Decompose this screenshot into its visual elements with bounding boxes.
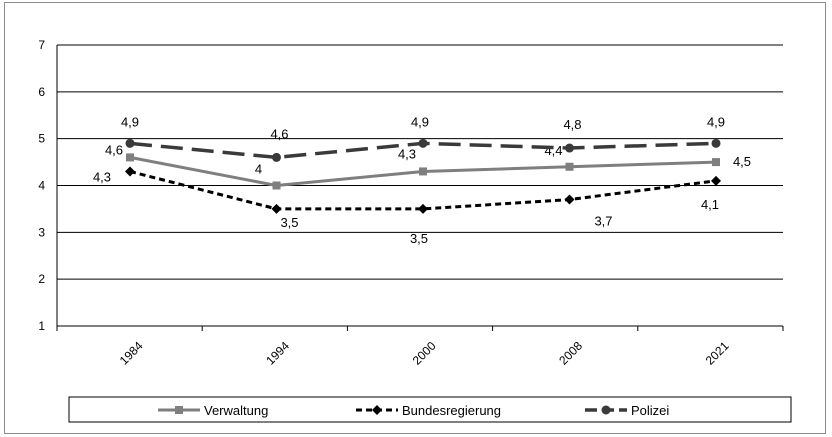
- legend-marker-polizei: [601, 405, 611, 415]
- data-label-polizei-2021: 4,9: [707, 114, 725, 129]
- data-label-bundesregierung-2008: 3,7: [594, 214, 612, 229]
- point-verwaltung-2021: [712, 158, 720, 167]
- legend-label-bundesregierung: Bundesregierung: [402, 403, 501, 418]
- data-label-verwaltung-2008: 4,4: [544, 143, 562, 158]
- point-polizei-1994: [272, 152, 281, 162]
- point-bundesregierung-1984: [125, 166, 135, 177]
- y-tick-label-3: 3: [38, 225, 45, 239]
- y-tick-label-4: 4: [38, 179, 45, 193]
- point-bundesregierung-2000: [418, 203, 428, 214]
- data-label-verwaltung-2021: 4,5: [733, 154, 751, 169]
- series-line-bundesregierung: [129, 169, 717, 211]
- data-label-bundesregierung-1984: 4,3: [93, 169, 111, 184]
- point-polizei-2008: [565, 143, 574, 153]
- legend-marker-verwaltung: [175, 406, 183, 414]
- point-bundesregierung-1994: [271, 203, 282, 214]
- point-polizei-2021: [711, 138, 721, 148]
- chart-frame: [4, 2, 826, 434]
- x-tick-label-2008: 2008: [556, 339, 585, 368]
- point-polizei-1984: [125, 138, 135, 148]
- point-verwaltung-2000: [419, 167, 427, 176]
- x-tick-label-2021: 2021: [703, 339, 732, 368]
- point-verwaltung-1984: [126, 153, 134, 162]
- data-label-verwaltung-1994: 4: [255, 162, 262, 177]
- data-label-bundesregierung-2021: 4,1: [701, 197, 719, 212]
- y-tick-label-2: 2: [38, 272, 45, 286]
- y-tick-label-6: 6: [38, 85, 45, 99]
- y-tick-label-7: 7: [38, 38, 45, 52]
- legend-label-polizei: Polizei: [631, 403, 669, 418]
- data-label-bundesregierung-2000: 3,5: [410, 231, 428, 246]
- data-label-bundesregierung-1994: 3,5: [280, 215, 298, 230]
- data-label-verwaltung-2000: 4,3: [398, 146, 416, 161]
- y-tick-label-1: 1: [38, 319, 45, 333]
- data-label-verwaltung-1984: 4,6: [105, 142, 123, 157]
- legend-label-verwaltung: Verwaltung: [204, 403, 268, 418]
- point-verwaltung-1994: [272, 181, 281, 190]
- x-tick-label-1984: 1984: [117, 339, 146, 368]
- point-verwaltung-2008: [565, 162, 574, 171]
- x-tick-label-1994: 1994: [263, 339, 292, 368]
- y-tick-label-5: 5: [38, 132, 45, 146]
- data-label-polizei-2008: 4,8: [563, 117, 581, 132]
- point-polizei-2000: [418, 138, 428, 148]
- point-bundesregierung-2021: [711, 175, 721, 186]
- point-bundesregierung-2008: [564, 194, 575, 205]
- data-label-polizei-1984: 4,9: [121, 114, 139, 129]
- x-tick-label-2000: 2000: [410, 339, 439, 368]
- legend-marker-bundesregierung: [372, 405, 382, 415]
- data-label-polizei-1994: 4,6: [270, 126, 288, 141]
- data-label-polizei-2000: 4,9: [411, 114, 429, 129]
